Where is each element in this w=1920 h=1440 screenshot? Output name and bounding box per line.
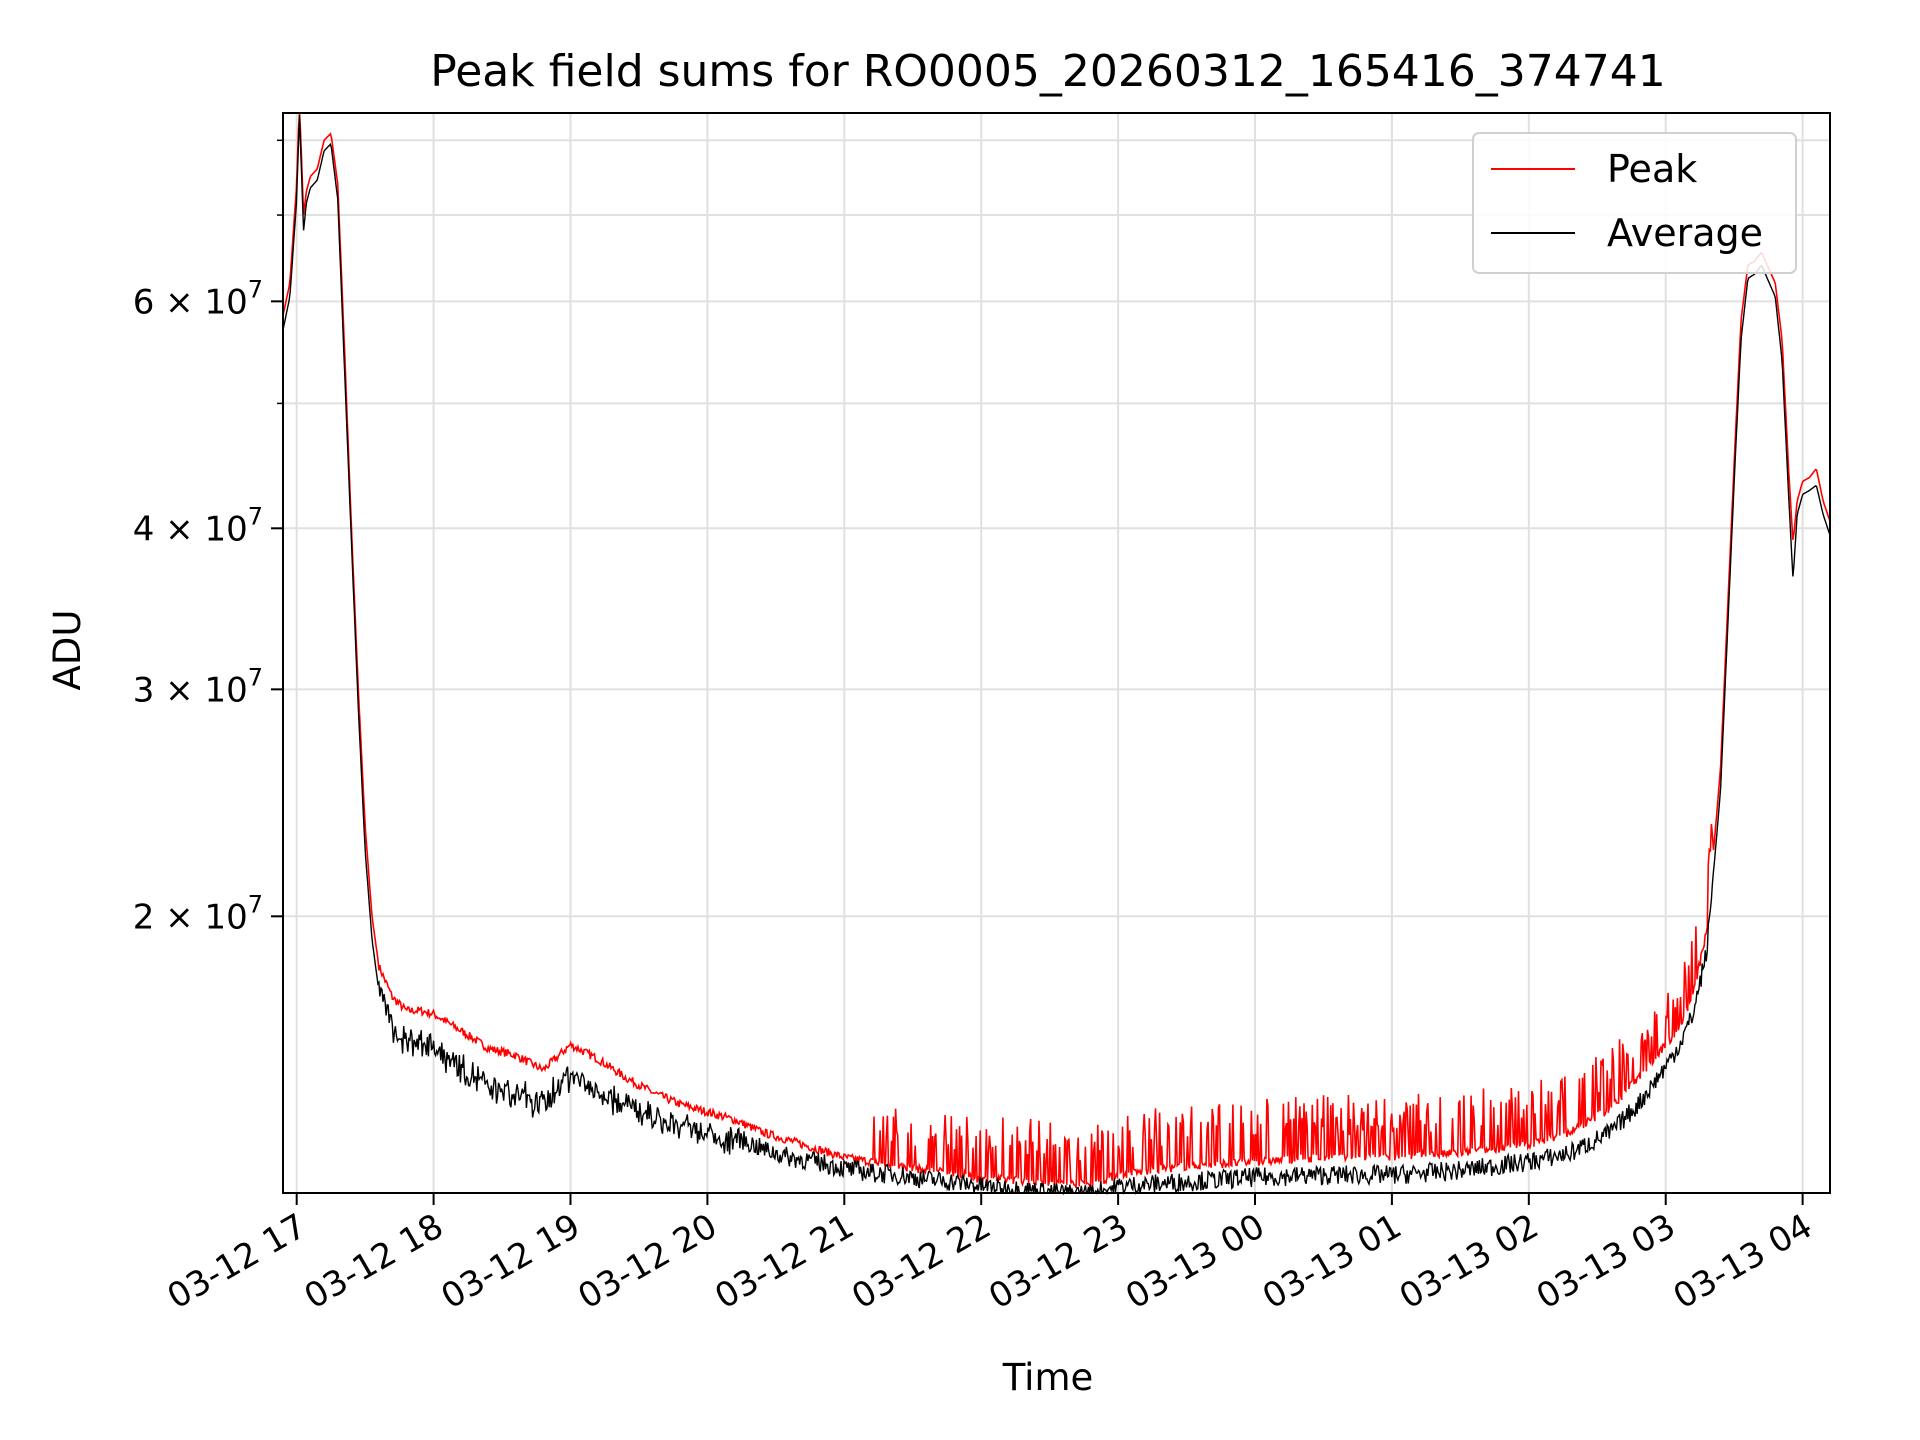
series-line-average (282, 115, 1831, 1196)
grid (283, 113, 1830, 1193)
y-tick-label: 3 × 107 (133, 663, 263, 710)
series-line-peak (282, 112, 1831, 1189)
plot-series-group (282, 112, 1831, 1196)
axes-frame (282, 112, 1831, 1194)
y-axis-ticks: 2 × 107 3 × 107 4 × 107 6 × 107 (133, 139, 283, 937)
y-axis-label: ADU (46, 610, 89, 691)
legend-label-peak: Peak (1607, 147, 1697, 191)
legend-label-average: Average (1607, 211, 1763, 255)
x-axis-label: Time (1002, 1356, 1094, 1399)
legend: Peak Average (1472, 132, 1797, 274)
y-tick-label: 2 × 107 (133, 890, 263, 937)
y-tick-label: 4 × 107 (133, 502, 263, 549)
chart-title: Peak field sums for RO0005_20260312_1654… (430, 46, 1666, 97)
y-tick-label: 6 × 107 (133, 275, 263, 322)
